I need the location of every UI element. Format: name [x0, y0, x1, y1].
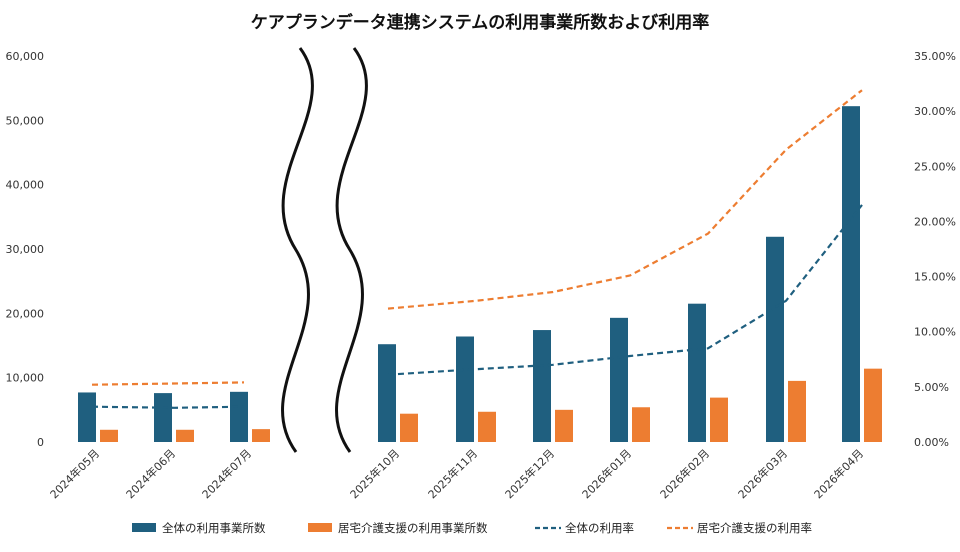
- left-axis-tick-label: 30,000: [6, 243, 45, 256]
- bar-home-care-offices: [710, 397, 728, 442]
- left-axis: 0 10,000 20,000 30,000 40,000 50,000 60,000: [6, 50, 45, 449]
- bar-home-care-offices: [176, 429, 194, 442]
- left-axis-tick-label: 50,000: [6, 114, 45, 127]
- bar-total-offices: [688, 303, 706, 442]
- bar-total-offices: [533, 330, 551, 442]
- legend-swatch: [308, 523, 332, 532]
- bar-total-offices: [766, 236, 784, 442]
- category-label: 2026年04月: [811, 446, 866, 501]
- right-axis-tick-label: 15.00%: [914, 271, 956, 284]
- legend-label: 全体の利用率: [565, 521, 634, 535]
- bar-home-care-offices: [252, 429, 270, 442]
- axis-break-line-right: [335, 47, 368, 453]
- left-axis-tick-label: 20,000: [6, 307, 45, 320]
- line-home-care-rate-segment: [91, 381, 245, 386]
- left-axis-tick-label: 0: [37, 436, 44, 449]
- right-axis-tick-label: 5.00%: [914, 381, 949, 394]
- bar-total-offices: [842, 106, 860, 443]
- right-axis-tick-label: 20.00%: [914, 215, 956, 228]
- category-label: 2026年03月: [735, 446, 790, 501]
- line-total-rate-segment: [387, 204, 863, 376]
- bar-home-care-offices: [400, 413, 418, 442]
- legend-label: 全体の利用事業所数: [162, 521, 266, 535]
- chart-title: ケアプランデータ連携システムの利用事業所数および利用率: [251, 12, 710, 33]
- bar-home-care-offices: [864, 368, 882, 442]
- category-label: 2025年11月: [425, 446, 480, 501]
- axis-break-line-left: [281, 47, 314, 453]
- bar-home-care-offices: [100, 429, 118, 442]
- category-label: 2025年12月: [502, 446, 557, 501]
- line-home-care-rate-segment: [387, 89, 863, 310]
- category-label: 2026年02月: [657, 446, 712, 501]
- category-label: 2025年10月: [347, 446, 402, 501]
- category-label: 2024年07月: [199, 446, 254, 501]
- category-label: 2026年01月: [579, 446, 634, 501]
- category-label: 2024年06月: [123, 446, 178, 501]
- bar-home-care-offices: [788, 380, 806, 442]
- right-axis-tick-label: 30.00%: [914, 105, 956, 118]
- legend-label: 居宅介護支援の利用事業所数: [338, 521, 488, 535]
- bar-total-offices: [378, 344, 396, 442]
- right-axis-tick-label: 0.00%: [914, 436, 949, 449]
- right-axis-tick-label: 10.00%: [914, 326, 956, 339]
- line-group: [91, 89, 863, 409]
- category-label: 2024年05月: [47, 446, 102, 501]
- bar-home-care-offices: [632, 407, 650, 442]
- legend-label: 居宅介護支援の利用率: [697, 521, 812, 535]
- legend: 全体の利用事業所数 居宅介護支援の利用事業所数 全体の利用率 居宅介護支援の利用率: [132, 521, 812, 535]
- axis-break: [281, 47, 368, 453]
- bar-home-care-offices: [555, 409, 573, 442]
- bar-total-offices: [78, 392, 96, 442]
- right-axis-tick-label: 25.00%: [914, 160, 956, 173]
- left-axis-tick-label: 40,000: [6, 179, 45, 192]
- legend-swatch: [132, 523, 156, 532]
- bar-total-offices: [230, 391, 248, 442]
- left-axis-tick-label: 10,000: [6, 372, 45, 385]
- bar-total-offices: [154, 393, 172, 442]
- category-labels: 2024年05月 2024年06月 2024年07月 2025年10月 2025年11月…: [47, 446, 866, 501]
- left-axis-tick-label: 60,000: [6, 50, 45, 63]
- right-axis: 0.00% 5.00% 10.00% 15.00% 20.00% 25.00% 30.00%…: [914, 50, 956, 449]
- line-total-rate-segment: [91, 405, 245, 409]
- bar-group: [78, 106, 882, 443]
- bar-total-offices: [456, 336, 474, 442]
- bar-home-care-offices: [478, 411, 496, 442]
- bar-total-offices: [610, 317, 628, 442]
- right-axis-tick-label: 35.00%: [914, 50, 956, 63]
